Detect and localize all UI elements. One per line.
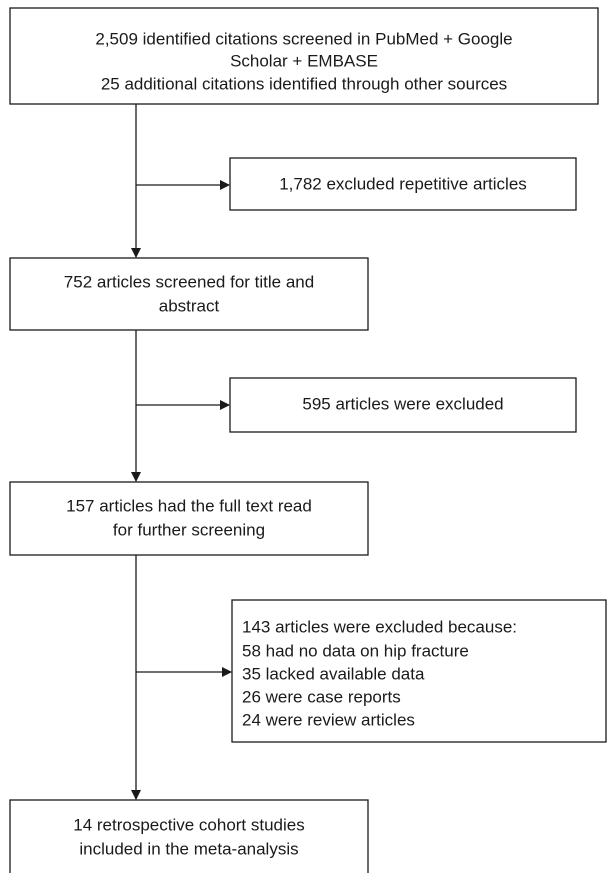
node-text: 2,509 identified citations screened in P… xyxy=(95,29,512,48)
node-text: 14 retrospective cohort studies xyxy=(73,815,305,834)
box xyxy=(9,257,369,331)
node-text: included in the meta-analysis xyxy=(79,839,298,858)
node-text: abstract xyxy=(159,296,220,315)
box xyxy=(229,157,577,211)
node-text: for further screening xyxy=(113,520,265,539)
box xyxy=(9,481,369,556)
node-text: 143 articles were excluded because: xyxy=(242,617,517,636)
box xyxy=(9,7,599,105)
node-text: 24 were review articles xyxy=(242,710,415,729)
node-text: 25 additional citations identified throu… xyxy=(101,74,507,93)
node-text: 35 lacked available data xyxy=(242,664,425,683)
box xyxy=(229,377,577,433)
node-text: 157 articles had the full text read xyxy=(66,496,312,515)
node-text: 58 had no data on hip fracture xyxy=(242,641,469,660)
node-text: 26 were case reports xyxy=(242,687,401,706)
node-text: Scholar + EMBASE xyxy=(230,51,378,70)
box xyxy=(231,599,607,743)
node-text: 752 articles screened for title and xyxy=(64,272,314,291)
box xyxy=(9,799,369,873)
node-text: 1,782 excluded repetitive articles xyxy=(279,174,527,193)
node-text: 595 articles were excluded xyxy=(302,394,503,413)
